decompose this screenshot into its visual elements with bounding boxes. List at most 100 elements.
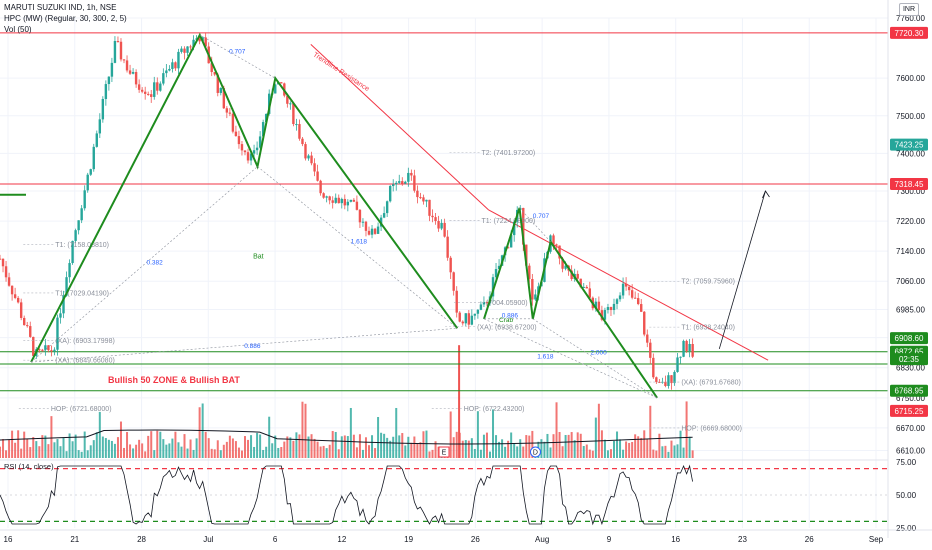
candle-body [470, 315, 474, 325]
bat-label: Bat [253, 254, 264, 261]
pattern-ratio-line [257, 166, 458, 329]
volume-bar [271, 443, 274, 458]
candle-body [446, 236, 449, 258]
level-label: (XA): (6903.17998) [55, 338, 115, 345]
volume-bar [485, 432, 488, 458]
volume-bar [213, 449, 216, 458]
volume-bar [319, 446, 322, 458]
time-tick-label: Jul [203, 535, 213, 544]
candles [0, 32, 694, 390]
time-tick-label: 6 [273, 535, 278, 544]
volume-spike [458, 345, 461, 458]
candle-body [404, 181, 407, 184]
volume-bar [567, 434, 570, 458]
volume-bar [368, 445, 371, 458]
candle-body [213, 72, 216, 75]
price-tag-label: 02:35 [899, 355, 920, 364]
volume-bar [410, 442, 413, 458]
volume-bar [540, 439, 543, 458]
candle-body [618, 295, 622, 300]
trendline-resistance [488, 209, 769, 361]
candle-body [343, 198, 347, 206]
volume-bar [352, 434, 355, 458]
candle-body [165, 70, 168, 74]
volume-bar [110, 440, 113, 458]
volume-bar [177, 442, 180, 458]
candle-body [95, 133, 98, 147]
candle-body [210, 63, 213, 73]
volume-bar [298, 434, 301, 458]
volume-bar [138, 439, 141, 458]
volume-bar [204, 431, 207, 458]
volume-bar [44, 435, 47, 458]
level-label: T2: (7401.97200) [482, 150, 536, 157]
candle-body [44, 345, 47, 350]
volume-bar [643, 430, 646, 458]
annotations: Bullish 50 ZONE & Bullish BAT Trendline R… [108, 51, 770, 458]
volume-bar [283, 441, 286, 458]
candle-body [443, 222, 446, 237]
rsi-title: RSI (14, close) [4, 462, 54, 471]
candle-body [68, 263, 71, 278]
volume-bar [395, 407, 398, 458]
currency-badge[interactable]: INR [899, 3, 919, 16]
volume-bar [210, 448, 213, 458]
price-tick-label: 7300.00 [896, 187, 925, 196]
indicator-label: HPC (MW) (Regular, 30, 300, 2, 5) [4, 14, 127, 23]
volume-bar [47, 444, 50, 458]
volume-bar [189, 439, 192, 458]
volume-bar [265, 446, 268, 458]
harmonic-patterns: 0.707 0.382 1.618 0.886 0.707 0.886 1.618 2.000 [30, 32, 658, 399]
volume-bar [591, 450, 594, 458]
volume-bar [328, 444, 331, 458]
volume-bar [168, 443, 171, 458]
volume-bar [576, 432, 579, 458]
candle-body [667, 375, 670, 386]
pattern-ratio: 1.618 [537, 353, 554, 360]
candle-body [401, 181, 404, 184]
volume-bar [29, 447, 32, 458]
volume-bar [464, 440, 467, 458]
volume-bar [253, 446, 256, 458]
candle-body [50, 350, 53, 352]
candle-body [691, 344, 694, 357]
level-label: (XA): (6849.66080) [55, 358, 115, 365]
volume-bar [116, 437, 119, 458]
volume-bar [17, 430, 20, 458]
candle-body [56, 317, 59, 350]
volume-bar [449, 411, 452, 458]
volume-bar [628, 442, 631, 458]
candle-body [198, 38, 201, 42]
volume-bar [277, 447, 280, 458]
candle-body [77, 220, 80, 231]
candle-body [319, 180, 322, 194]
candle-body [437, 221, 440, 229]
candle-body [458, 312, 461, 322]
candle-body [47, 345, 50, 351]
candle-body [7, 277, 11, 286]
volume-bar [616, 431, 619, 458]
volume-bar [380, 432, 383, 458]
volume-bar [364, 437, 367, 458]
volume-bar [237, 447, 240, 458]
candle-body [258, 136, 262, 148]
volume-bar [71, 441, 74, 458]
candle-body [361, 221, 365, 223]
candle-body [246, 152, 250, 161]
volume-bar [26, 438, 29, 458]
rsi-tick-label: 50.00 [896, 491, 917, 500]
price-tag [890, 26, 928, 39]
volume-bar [685, 401, 688, 458]
candle-body [358, 209, 362, 223]
candle-body [512, 221, 516, 236]
volume-bar [219, 450, 222, 458]
price-tag-label: 7423.25 [895, 141, 924, 150]
pattern-ratio: 0.707 [533, 213, 550, 220]
price-tag [890, 384, 928, 397]
volume-bar [473, 448, 476, 458]
price-tick-label: 7400.00 [896, 149, 925, 158]
volume-bar [386, 437, 389, 458]
volume-bar [107, 439, 110, 458]
price-tick-label: 6985.00 [896, 305, 925, 314]
